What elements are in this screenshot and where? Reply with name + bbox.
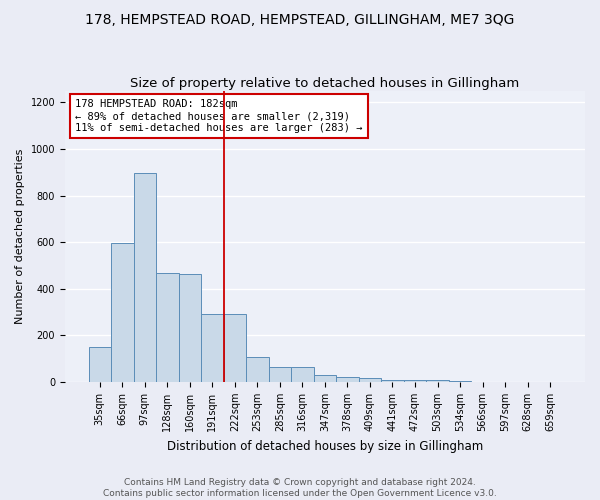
X-axis label: Distribution of detached houses by size in Gillingham: Distribution of detached houses by size …	[167, 440, 483, 452]
Bar	[291, 367, 314, 382]
Bar	[224, 314, 246, 382]
Y-axis label: Number of detached properties: Number of detached properties	[15, 148, 25, 324]
Bar	[269, 367, 291, 382]
Text: Contains HM Land Registry data © Crown copyright and database right 2024.
Contai: Contains HM Land Registry data © Crown c…	[103, 478, 497, 498]
Bar	[381, 380, 404, 382]
Title: Size of property relative to detached houses in Gillingham: Size of property relative to detached ho…	[130, 76, 520, 90]
Bar	[449, 381, 471, 382]
Bar	[179, 274, 201, 382]
Text: 178 HEMPSTEAD ROAD: 182sqm
← 89% of detached houses are smaller (2,319)
11% of s: 178 HEMPSTEAD ROAD: 182sqm ← 89% of deta…	[76, 100, 363, 132]
Bar	[156, 273, 179, 382]
Bar	[201, 314, 224, 382]
Bar	[314, 376, 336, 382]
Bar	[404, 380, 426, 382]
Text: 178, HEMPSTEAD ROAD, HEMPSTEAD, GILLINGHAM, ME7 3QG: 178, HEMPSTEAD ROAD, HEMPSTEAD, GILLINGH…	[85, 12, 515, 26]
Bar	[426, 380, 449, 382]
Bar	[89, 347, 111, 382]
Bar	[134, 174, 156, 382]
Bar	[359, 378, 381, 382]
Bar	[336, 378, 359, 382]
Bar	[246, 358, 269, 382]
Bar	[111, 244, 134, 382]
